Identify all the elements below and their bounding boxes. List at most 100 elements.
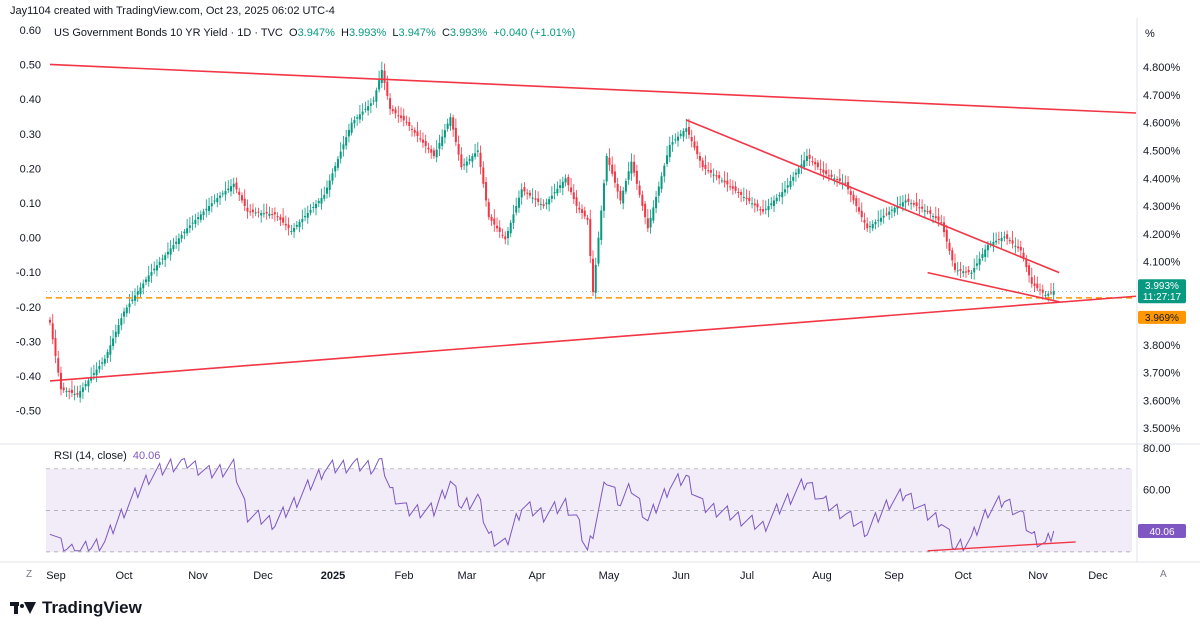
candle (490, 214, 493, 226)
candle (753, 198, 756, 213)
candle (498, 220, 501, 239)
candle-body (693, 141, 696, 148)
candle (325, 180, 328, 199)
left-axis-tick-label: -0.50 (16, 406, 41, 418)
candle-body (153, 268, 156, 271)
candle (342, 136, 345, 157)
candle-body (1028, 265, 1031, 276)
candle (155, 259, 158, 277)
candle (597, 231, 600, 267)
candle (169, 240, 172, 261)
rsi-band (46, 468, 1132, 553)
candle (781, 182, 784, 205)
candle-body (715, 175, 718, 177)
candle (975, 255, 978, 270)
candle-body (515, 206, 518, 213)
candle (254, 207, 257, 217)
candle (375, 87, 378, 108)
candle-body (325, 187, 328, 194)
candle-body (912, 202, 915, 205)
left-axis-tick-label: 0.00 (20, 233, 41, 245)
auto-scale-button[interactable]: A (1160, 569, 1167, 580)
candle-body (729, 186, 732, 188)
candle-body (1036, 283, 1039, 289)
candle-body (389, 98, 392, 109)
candle (559, 179, 562, 193)
candle-body (144, 279, 147, 283)
candle-body (1049, 292, 1052, 294)
candle (468, 154, 471, 165)
candle (257, 207, 260, 218)
right-axis-tick-label: 4.100% (1143, 257, 1181, 269)
candle-body (619, 190, 622, 201)
candle (1014, 237, 1017, 254)
candle (578, 201, 581, 214)
candle-body (918, 207, 921, 209)
candle (674, 133, 677, 144)
right-axis-tick-label: 4.600% (1143, 118, 1181, 130)
candle-body (180, 234, 183, 239)
candle-body (1030, 277, 1033, 284)
candle (690, 129, 693, 148)
candle-body (819, 168, 822, 170)
low-label: L (392, 27, 399, 39)
candle (797, 165, 800, 178)
candle (863, 212, 866, 230)
candle-body (155, 265, 158, 271)
candle (545, 198, 548, 210)
candle-body (709, 170, 712, 173)
candle-body (498, 227, 501, 232)
candle (561, 176, 564, 196)
candle-body (635, 170, 638, 184)
tradingview-brand[interactable]: TradingView (10, 598, 142, 618)
candle (361, 103, 364, 121)
right-axis-tick-label: 4.500% (1143, 145, 1181, 157)
candle (268, 206, 271, 219)
candle-body (504, 236, 507, 240)
candle (715, 170, 718, 181)
candle (153, 261, 156, 275)
candle (929, 206, 932, 219)
candle (943, 216, 946, 238)
tradingview-logo-icon (10, 600, 36, 616)
last-price-label: 3.993% (1145, 281, 1179, 292)
candle (284, 215, 287, 231)
candle (572, 184, 575, 205)
candle-body (745, 197, 748, 200)
candle-body (545, 202, 548, 205)
candle (188, 217, 191, 233)
candle (775, 193, 778, 204)
candle (262, 203, 265, 218)
candle-body (959, 269, 962, 271)
candle-body (166, 251, 169, 255)
candle (794, 168, 797, 182)
left-axis-tick-label: -0.30 (16, 336, 41, 348)
zoom-reset-button[interactable]: Z (26, 569, 33, 580)
candle (298, 219, 301, 233)
candle-body (633, 161, 636, 173)
reference-level-label: 3.969% (1145, 313, 1179, 324)
candle-body (841, 182, 844, 184)
candle (260, 210, 263, 223)
percent-scale-label[interactable]: % (1145, 28, 1155, 40)
candle (740, 189, 743, 203)
candle-body (128, 303, 131, 308)
candle-body (904, 200, 907, 203)
candle (729, 179, 732, 191)
time-axis-tick-label: Oct (954, 570, 971, 582)
candle (841, 174, 844, 190)
rsi-axis-tick-label: 80.00 (1143, 443, 1171, 455)
candle (144, 276, 147, 285)
candle-body (120, 318, 123, 326)
candle (1039, 283, 1042, 296)
candle (600, 205, 603, 245)
candle-body (718, 175, 721, 179)
candle (323, 186, 326, 202)
candle-body (251, 209, 254, 213)
candle-body (123, 311, 126, 317)
candle (934, 206, 937, 223)
candle-body (191, 222, 194, 224)
candle (581, 204, 584, 220)
candle (759, 206, 762, 216)
